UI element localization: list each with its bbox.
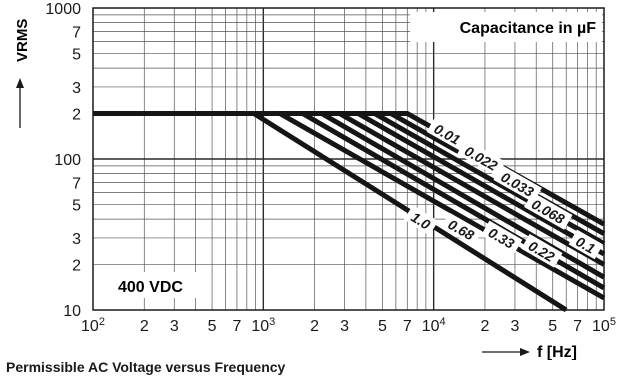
y-tick-label: 10: [63, 303, 81, 320]
x-tick-label: 2: [140, 318, 149, 335]
x-tick-exponent: 5: [610, 316, 616, 328]
x-tick-label: 102: [81, 316, 105, 335]
x-tick-label: 2: [480, 318, 489, 335]
x-axis-label: f [Hz]: [537, 344, 577, 360]
x-axis-arrow-head: [520, 348, 530, 356]
y-tick-label: 3: [72, 231, 81, 248]
y-tick-label: 7: [72, 175, 81, 192]
x-tick-label: 3: [170, 318, 179, 335]
x-tick-label: 5: [208, 318, 217, 335]
legend-title: Capacitance in µF: [460, 20, 597, 37]
x-tick-label: 2: [310, 318, 319, 335]
x-tick-label: 7: [232, 318, 241, 335]
x-tick-label: 7: [573, 318, 582, 335]
x-tick-label: 3: [510, 318, 519, 335]
chart-caption: Permissible AC Voltage versus Frequency: [6, 359, 286, 375]
x-tick-label: 7: [403, 318, 412, 335]
series-label-bg: [426, 117, 469, 151]
x-tick-exponent: 2: [99, 316, 105, 328]
x-tick-label: 103: [251, 316, 275, 335]
x-tick-label: 5: [548, 318, 557, 335]
x-tick-label: 3: [340, 318, 349, 335]
series-label-bg: [480, 220, 523, 255]
series-line-1.0: [93, 111, 568, 313]
x-tick-label: 105: [592, 316, 616, 335]
series-label-bg: [403, 205, 439, 236]
y-tick-label: 3: [72, 80, 81, 97]
annotation-box: 400 VDC: [113, 272, 199, 298]
x-tick-exponent: 4: [440, 316, 446, 328]
y-tick-label: 7: [72, 24, 81, 41]
plot-frame: [92, 7, 605, 311]
series-label-bg: [521, 233, 563, 268]
x-axis-title: f [Hz]: [482, 344, 577, 360]
series-label-bg: [524, 192, 573, 230]
y-axis-title: VRMS: [14, 19, 31, 128]
grid: [93, 8, 604, 310]
series-label-bg: [440, 212, 483, 247]
y-tick-label: 1000: [45, 1, 81, 18]
series-label-0.022: 0.022: [457, 139, 506, 177]
tick-labels: 102 2 3 5 7 103 2 3 5 7 104 2 3 5 7 1051023571002357100…: [45, 1, 616, 335]
annotation-400vdc: 400 VDC: [118, 279, 183, 296]
y-tick-label: 100: [54, 152, 81, 169]
y-tick-label: 5: [72, 46, 81, 63]
y-tick-label: 5: [72, 197, 81, 214]
series-label-bg: [457, 139, 506, 177]
y-axis-label: VRMS: [14, 19, 31, 62]
series-label-bg: [493, 165, 542, 203]
series-label-text: 0.022: [462, 143, 501, 174]
x-tick-label: 5: [378, 318, 387, 335]
y-tick-label: 2: [72, 258, 81, 275]
y-tick-label: 2: [72, 107, 81, 124]
x-tick-label: 104: [422, 316, 446, 335]
legend-box: Capacitance in µF: [410, 12, 602, 42]
series-label-bg: [568, 229, 604, 260]
x-tick-exponent: 3: [269, 316, 275, 328]
y-axis-arrow-head: [16, 78, 24, 88]
